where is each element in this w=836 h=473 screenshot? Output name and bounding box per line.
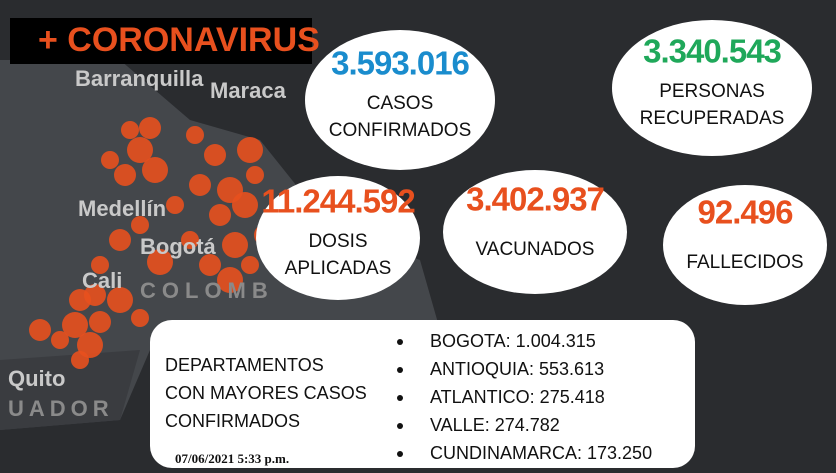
department-item: CUNDINAMARCA: 173.250 — [430, 443, 652, 463]
title: + CORONAVIRUS — [38, 21, 320, 59]
map-dots — [29, 117, 313, 369]
map-dot — [181, 231, 199, 249]
map-dot — [114, 164, 136, 186]
department-item: BOGOTA: 1.004.315 — [430, 331, 596, 351]
map-label: Maraca — [210, 78, 287, 103]
bullet — [397, 423, 403, 429]
map-dot — [51, 331, 69, 349]
map-dot — [139, 117, 161, 139]
map-dot — [69, 289, 91, 311]
map-label: Cali — [82, 268, 122, 293]
departments-heading: DEPARTAMENTOS — [165, 355, 324, 375]
stats: 3.593.016 CASOS CONFIRMADOS 3.340.543 PERSON… — [256, 20, 827, 305]
stat-bubble — [256, 176, 420, 300]
map-dot — [217, 267, 243, 293]
map-dot — [199, 254, 221, 276]
map-dot — [109, 229, 131, 251]
map-dot — [89, 311, 111, 333]
stat-label: APLICADAS — [285, 258, 392, 279]
bullet — [397, 395, 403, 401]
map-label: COLOMB — [140, 278, 274, 303]
map-dot — [237, 137, 263, 163]
stat-label: VACUNADOS — [476, 239, 595, 260]
stat-bubble — [443, 170, 627, 294]
map-label: Bogotá — [140, 234, 217, 259]
stat-bubble — [612, 20, 812, 156]
map-dot — [131, 216, 149, 234]
department-item: ANTIOQUIA: 553.613 — [430, 359, 604, 379]
map-dot — [131, 309, 149, 327]
map-dot — [91, 256, 109, 274]
stat-bubble — [305, 30, 495, 170]
map-dot — [222, 232, 248, 258]
stat-label: PERSONAS — [659, 81, 765, 102]
departments-heading: CON MAYORES CASOS — [165, 383, 367, 403]
department-item: ATLANTICO: 275.418 — [430, 387, 605, 407]
map-dot — [241, 256, 259, 274]
date: 07/06/2021 5:33 p.m. — [175, 451, 289, 466]
map-dot — [101, 151, 119, 169]
map-dot — [142, 157, 168, 183]
stat-value: 3.340.543 — [643, 33, 781, 70]
map-dot — [204, 144, 226, 166]
bullet — [397, 339, 403, 345]
stat-label: DOSIS — [308, 231, 367, 252]
map-dot — [166, 196, 184, 214]
map-dot — [77, 332, 103, 358]
stat-label: CASOS — [367, 93, 434, 114]
stat-value: 11.244.592 — [261, 183, 415, 220]
map-dot — [189, 174, 211, 196]
map-dot — [62, 312, 88, 338]
departments-box — [150, 320, 695, 468]
stat-value: 92.496 — [698, 194, 794, 231]
stat-value: 3.402.937 — [466, 181, 604, 218]
stat-value: 3.593.016 — [331, 45, 469, 82]
map-dot — [246, 166, 264, 184]
stat-label: CONFIRMADOS — [329, 120, 472, 141]
map-dot — [107, 287, 133, 313]
title-box — [10, 18, 312, 64]
map-land-south — [0, 350, 140, 430]
map-dot — [71, 351, 89, 369]
map-dot — [209, 204, 231, 226]
stat-bubble — [663, 185, 827, 305]
map-label: Barranquilla — [75, 66, 204, 91]
departments-heading: CONFIRMADOS — [165, 411, 300, 431]
departments-list: BOGOTA: 1.004.315 ANTIOQUIA: 553.613 ATLAN… — [397, 331, 652, 463]
map-dot — [127, 137, 153, 163]
map-dot — [147, 249, 173, 275]
map-dot — [29, 319, 51, 341]
stat-label: RECUPERADAS — [640, 108, 785, 129]
map-label: Quito — [8, 366, 65, 391]
bullet — [397, 451, 403, 457]
map-dot — [121, 121, 139, 139]
stat-label: FALLECIDOS — [686, 252, 803, 273]
map-dot — [186, 126, 204, 144]
map-label: Medellín — [78, 196, 166, 221]
map-dot — [232, 192, 258, 218]
department-item: VALLE: 274.782 — [430, 415, 560, 435]
map-label: UADOR — [8, 396, 114, 421]
bullet — [397, 367, 403, 373]
